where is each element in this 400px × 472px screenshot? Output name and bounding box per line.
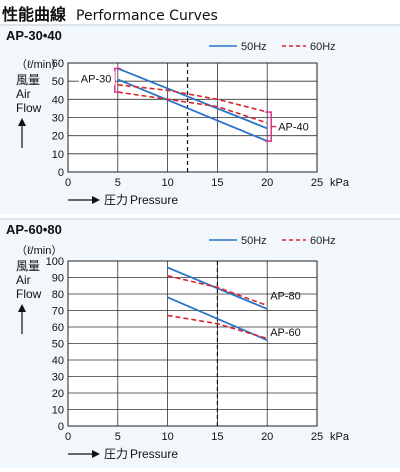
x-tick-label: 20 bbox=[261, 177, 273, 189]
x-unit-label: kPa bbox=[330, 177, 350, 189]
legend-60hz-label: 60Hz bbox=[310, 41, 336, 53]
chart-title: AP-60•80 bbox=[6, 222, 62, 237]
y-axis-label-air: Air bbox=[16, 87, 31, 101]
series-line-ap-40-60hz bbox=[117, 84, 268, 113]
y-tick-label: 90 bbox=[52, 273, 64, 285]
plot-frame bbox=[67, 62, 318, 173]
y-tick-label: 30 bbox=[52, 372, 64, 384]
x-tick-label: 25 bbox=[311, 177, 323, 189]
y-axis-label-flow: Flow bbox=[16, 287, 42, 301]
ap-30-label: AP-30 bbox=[81, 73, 112, 85]
y-axis-unit: （ℓ/min） bbox=[16, 58, 62, 71]
x-unit-label: kPa bbox=[330, 431, 350, 443]
x-tick-label: 0 bbox=[65, 177, 71, 189]
y-tick-label: 40 bbox=[52, 355, 64, 367]
y-tick-label: 20 bbox=[52, 388, 64, 400]
x-axis-label-jp: 圧力 bbox=[104, 447, 128, 461]
y-axis-arrow-head bbox=[18, 118, 26, 126]
y-tick-label: 20 bbox=[52, 131, 64, 143]
x-tick-label: 25 bbox=[311, 431, 323, 443]
y-tick-label: 30 bbox=[52, 113, 64, 125]
y-tick-label: 0 bbox=[58, 167, 64, 179]
x-axis-arrow-head bbox=[92, 196, 100, 204]
y-tick-label: 80 bbox=[52, 289, 64, 301]
legend-60hz-label: 60Hz bbox=[310, 235, 336, 247]
y-tick-label: 0 bbox=[58, 421, 64, 433]
ap-80-label: AP-80 bbox=[270, 291, 301, 303]
y-tick-label: 40 bbox=[52, 94, 64, 106]
x-tick-label: 0 bbox=[65, 431, 71, 443]
y-axis-unit: （ℓ/min） bbox=[16, 244, 62, 257]
y-axis-label-air: Air bbox=[16, 273, 31, 287]
page-title: 性能曲線 Performance Curves bbox=[2, 1, 218, 25]
x-axis-label-en: Pressure bbox=[130, 447, 178, 461]
page-title-en: Performance Curves bbox=[76, 8, 218, 24]
series-line-ap-40-50hz bbox=[117, 67, 268, 130]
x-tick-label: 20 bbox=[261, 431, 273, 443]
y-axis-label-flow: Flow bbox=[16, 101, 42, 115]
ap-60-label: AP-60 bbox=[270, 327, 301, 339]
page-title-jp: 性能曲線 bbox=[2, 5, 67, 24]
y-axis-label-jp: 風量 bbox=[16, 259, 40, 273]
chart-title: AP-30•40 bbox=[6, 28, 62, 43]
x-axis-label-en: Pressure bbox=[130, 193, 178, 207]
series-line-ap-30-60hz bbox=[117, 91, 268, 124]
plot-frame bbox=[67, 260, 318, 427]
series-line-ap-80-60hz bbox=[167, 275, 268, 307]
series-line-ap-60-60hz bbox=[167, 314, 268, 340]
y-tick-label: 60 bbox=[52, 58, 64, 70]
y-tick-label: 10 bbox=[52, 149, 64, 161]
ap-40-label: AP-40 bbox=[278, 122, 309, 134]
legend-50hz-label: 50Hz bbox=[241, 235, 267, 247]
ap-30-label-bg bbox=[78, 71, 115, 86]
x-tick-label: 15 bbox=[211, 177, 223, 189]
x-axis-arrow-head bbox=[92, 450, 100, 458]
series-line-ap-30-50hz bbox=[117, 78, 268, 142]
y-tick-label: 50 bbox=[52, 76, 64, 88]
y-tick-label: 100 bbox=[46, 256, 64, 268]
y-tick-label: 60 bbox=[52, 322, 64, 334]
y-tick-label: 10 bbox=[52, 405, 64, 417]
x-tick-label: 10 bbox=[161, 177, 173, 189]
x-tick-label: 5 bbox=[115, 177, 121, 189]
y-axis-label-jp: 風量 bbox=[16, 73, 40, 87]
x-tick-label: 5 bbox=[115, 431, 121, 443]
chart-ap-60-80: AP-60•80 50Hz 60Hz 0 10 20 30 40 50 60 70 80 90 100 0 5… bbox=[0, 218, 400, 468]
legend-50hz-label: 50Hz bbox=[241, 41, 267, 53]
chart-ap-30-40: AP-30•40 50Hz 60Hz 0 10 20 30 40 50 60 0 5 10 15 20 25 k… bbox=[0, 24, 400, 214]
y-axis-arrow-head bbox=[18, 304, 26, 312]
y-tick-label: 50 bbox=[52, 339, 64, 351]
ap-40-label-bg bbox=[276, 118, 313, 133]
y-tick-label: 70 bbox=[52, 306, 64, 318]
x-tick-label: 15 bbox=[211, 431, 223, 443]
x-axis-label-jp: 圧力 bbox=[104, 193, 128, 207]
x-tick-label: 10 bbox=[161, 431, 173, 443]
